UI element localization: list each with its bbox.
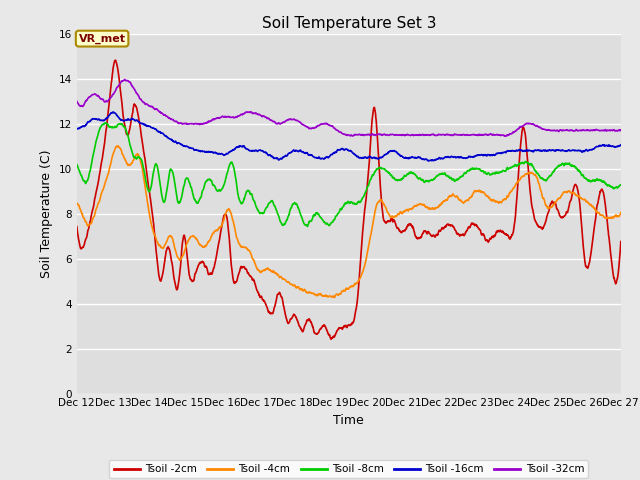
Tsoil -16cm xyxy=(617,142,625,148)
Tsoil -32cm xyxy=(501,133,509,139)
Tsoil -32cm xyxy=(338,130,346,136)
Line: Tsoil -4cm: Tsoil -4cm xyxy=(77,146,621,298)
Tsoil -2cm xyxy=(502,231,509,237)
Tsoil -2cm xyxy=(100,140,108,146)
Tsoil -2cm xyxy=(327,336,335,342)
Tsoil -32cm xyxy=(121,77,129,83)
Tsoil -4cm xyxy=(323,293,331,299)
Y-axis label: Soil Temperature (C): Soil Temperature (C) xyxy=(40,149,53,278)
Tsoil -2cm xyxy=(73,224,81,229)
Tsoil -4cm xyxy=(602,215,609,221)
Tsoil -8cm xyxy=(602,181,609,187)
Text: VR_met: VR_met xyxy=(79,34,125,44)
Tsoil -32cm xyxy=(73,98,81,104)
Tsoil -4cm xyxy=(114,143,122,149)
Tsoil -2cm xyxy=(617,239,625,244)
Tsoil -8cm xyxy=(324,221,332,227)
Tsoil -8cm xyxy=(602,180,609,186)
Legend: Tsoil -2cm, Tsoil -4cm, Tsoil -8cm, Tsoil -16cm, Tsoil -32cm: Tsoil -2cm, Tsoil -4cm, Tsoil -8cm, Tsoi… xyxy=(109,460,588,479)
Tsoil -8cm xyxy=(100,120,108,126)
Tsoil -8cm xyxy=(502,168,509,174)
Tsoil -16cm xyxy=(602,143,609,149)
Tsoil -2cm xyxy=(602,202,609,207)
Tsoil -16cm xyxy=(602,143,609,149)
Tsoil -2cm xyxy=(323,328,331,334)
X-axis label: Time: Time xyxy=(333,414,364,427)
Line: Tsoil -8cm: Tsoil -8cm xyxy=(77,123,621,227)
Tsoil -32cm xyxy=(617,127,625,133)
Line: Tsoil -16cm: Tsoil -16cm xyxy=(77,112,621,161)
Tsoil -4cm xyxy=(338,288,346,294)
Tsoil -16cm xyxy=(73,126,81,132)
Tsoil -16cm xyxy=(502,150,509,156)
Tsoil -4cm xyxy=(502,197,509,203)
Tsoil -16cm xyxy=(109,109,117,115)
Tsoil -2cm xyxy=(602,204,609,210)
Tsoil -4cm xyxy=(73,200,81,206)
Tsoil -4cm xyxy=(100,182,108,188)
Tsoil -8cm xyxy=(304,224,312,229)
Tsoil -4cm xyxy=(331,295,339,300)
Tsoil -8cm xyxy=(338,206,346,212)
Tsoil -4cm xyxy=(617,210,625,216)
Tsoil -8cm xyxy=(617,182,625,188)
Tsoil -32cm xyxy=(100,99,108,105)
Tsoil -32cm xyxy=(502,133,509,139)
Tsoil -2cm xyxy=(338,325,346,331)
Tsoil -32cm xyxy=(323,121,331,127)
Tsoil -16cm xyxy=(424,158,432,164)
Tsoil -32cm xyxy=(602,127,609,132)
Tsoil -4cm xyxy=(602,215,609,221)
Line: Tsoil -2cm: Tsoil -2cm xyxy=(77,60,621,339)
Tsoil -8cm xyxy=(73,162,81,168)
Tsoil -2cm xyxy=(111,57,119,63)
Title: Soil Temperature Set 3: Soil Temperature Set 3 xyxy=(262,16,436,31)
Line: Tsoil -32cm: Tsoil -32cm xyxy=(77,80,621,136)
Tsoil -16cm xyxy=(323,154,331,160)
Tsoil -8cm xyxy=(101,120,109,126)
Tsoil -32cm xyxy=(602,127,609,132)
Tsoil -16cm xyxy=(338,146,346,152)
Tsoil -16cm xyxy=(100,118,108,123)
